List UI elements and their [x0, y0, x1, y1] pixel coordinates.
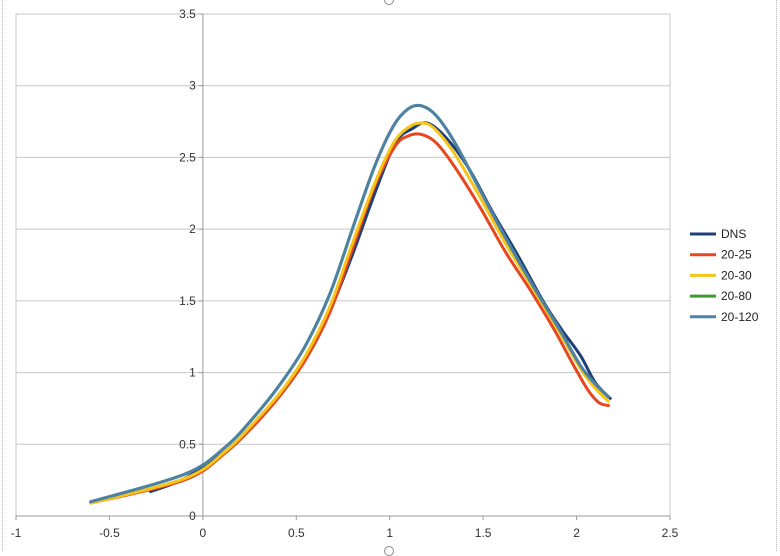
x-tick-label: 2.5	[662, 526, 679, 540]
plot-area	[16, 14, 670, 516]
x-tick-label: 0.5	[288, 526, 305, 540]
gridlines	[16, 13, 670, 445]
resize-handle-bottom[interactable]	[384, 546, 394, 556]
legend: DNS 20-25 20-30 20-80 20-120	[690, 227, 759, 324]
series-lines	[89, 103, 612, 505]
x-tick-label: 1.5	[475, 526, 492, 540]
x-tick-label: 0	[200, 526, 207, 540]
series-line-20-120	[89, 103, 610, 504]
y-tick-label: 0.5	[179, 437, 196, 451]
axes	[15, 13, 671, 520]
y-tick-label: 3	[189, 79, 196, 93]
y-tick-label: 2	[189, 222, 196, 236]
legend-label-20-80: 20-80	[721, 289, 752, 303]
series-line-20-25	[89, 132, 610, 505]
y-tick-label: 0	[189, 509, 196, 523]
legend-label-20-25: 20-25	[721, 248, 752, 262]
y-tick-label: 2.5	[179, 150, 196, 164]
y-tick-label: 1.5	[179, 294, 196, 308]
plot-background	[16, 14, 670, 516]
selection-border-left	[2, 0, 3, 551]
y-tick-label: 1	[189, 366, 196, 380]
x-tick-labels: -1 -0.5 0 0.5 1 1.5 2 2.5	[11, 526, 679, 540]
selection-border-right	[776, 0, 777, 551]
x-tick-label: 2	[573, 526, 580, 540]
legend-label-20-30: 20-30	[721, 268, 752, 282]
x-tick-label: -0.5	[99, 526, 120, 540]
x-tick-label: -1	[11, 526, 22, 540]
legend-label-20-120: 20-120	[721, 310, 759, 324]
y-tick-labels: 0 0.5 1 1.5 2 2.5 3 3.5	[179, 7, 196, 523]
legend-label-dns: DNS	[721, 227, 746, 241]
x-tick-label: 1	[386, 526, 393, 540]
y-tick-label: 3.5	[179, 7, 196, 21]
